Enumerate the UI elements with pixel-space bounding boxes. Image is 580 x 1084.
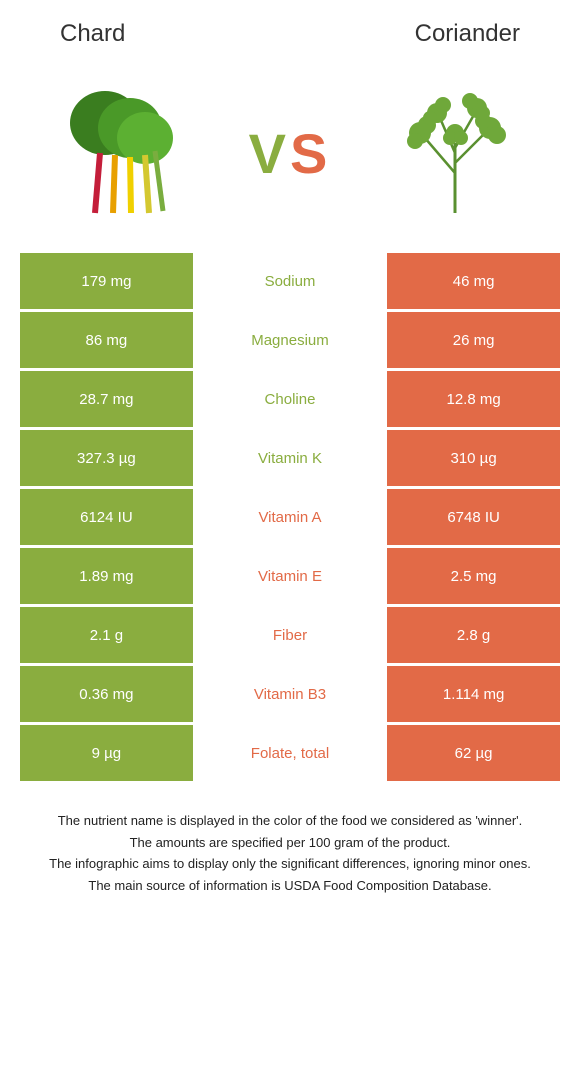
nutrient-label: Choline xyxy=(193,371,387,427)
coriander-icon xyxy=(385,83,525,223)
value-right: 6748 IU xyxy=(387,489,560,545)
nutrient-row: 6124 IUVitamin A6748 IU xyxy=(20,489,560,545)
value-left: 86 mg xyxy=(20,312,193,368)
note-line: The infographic aims to display only the… xyxy=(30,854,550,874)
nutrient-label: Sodium xyxy=(193,253,387,309)
value-right: 310 µg xyxy=(387,430,560,486)
value-right: 62 µg xyxy=(387,725,560,781)
nutrient-label: Vitamin B3 xyxy=(193,666,387,722)
nutrient-row: 327.3 µgVitamin K310 µg xyxy=(20,430,560,486)
note-line: The main source of information is USDA F… xyxy=(30,876,550,896)
nutrient-row: 0.36 mgVitamin B31.114 mg xyxy=(20,666,560,722)
vs-v: V xyxy=(249,122,290,185)
nutrient-label: Vitamin A xyxy=(193,489,387,545)
nutrient-row: 2.1 gFiber2.8 g xyxy=(20,607,560,663)
vs-label: VS xyxy=(249,121,332,186)
nutrient-label: Folate, total xyxy=(193,725,387,781)
value-right: 2.5 mg xyxy=(387,548,560,604)
nutrient-label: Vitamin K xyxy=(193,430,387,486)
note-line: The amounts are specified per 100 gram o… xyxy=(30,833,550,853)
nutrient-row: 1.89 mgVitamin E2.5 mg xyxy=(20,548,560,604)
value-left: 327.3 µg xyxy=(20,430,193,486)
nutrient-row: 179 mgSodium46 mg xyxy=(20,253,560,309)
infographic-container: Chard Coriander VS xyxy=(0,0,580,917)
value-left: 2.1 g xyxy=(20,607,193,663)
value-right: 2.8 g xyxy=(387,607,560,663)
value-right: 46 mg xyxy=(387,253,560,309)
nutrient-row: 86 mgMagnesium26 mg xyxy=(20,312,560,368)
coriander-image xyxy=(380,78,530,228)
nutrient-row: 28.7 mgCholine12.8 mg xyxy=(20,371,560,427)
chard-icon xyxy=(55,83,195,223)
vs-s: S xyxy=(290,122,331,185)
nutrient-row: 9 µgFolate, total62 µg xyxy=(20,725,560,781)
value-left: 28.7 mg xyxy=(20,371,193,427)
value-right: 12.8 mg xyxy=(387,371,560,427)
nutrient-label: Fiber xyxy=(193,607,387,663)
food-name-right: Coriander xyxy=(415,20,520,48)
chard-image xyxy=(50,78,200,228)
note-line: The nutrient name is displayed in the co… xyxy=(30,811,550,831)
value-left: 9 µg xyxy=(20,725,193,781)
images-row: VS xyxy=(20,78,560,228)
value-left: 1.89 mg xyxy=(20,548,193,604)
food-name-left: Chard xyxy=(60,20,125,48)
nutrient-table: 179 mgSodium46 mg86 mgMagnesium26 mg28.7… xyxy=(20,253,560,781)
value-left: 0.36 mg xyxy=(20,666,193,722)
header: Chard Coriander xyxy=(20,20,560,48)
footer-notes: The nutrient name is displayed in the co… xyxy=(20,811,560,895)
nutrient-label: Vitamin E xyxy=(193,548,387,604)
value-right: 1.114 mg xyxy=(387,666,560,722)
value-left: 179 mg xyxy=(20,253,193,309)
nutrient-label: Magnesium xyxy=(193,312,387,368)
value-right: 26 mg xyxy=(387,312,560,368)
value-left: 6124 IU xyxy=(20,489,193,545)
